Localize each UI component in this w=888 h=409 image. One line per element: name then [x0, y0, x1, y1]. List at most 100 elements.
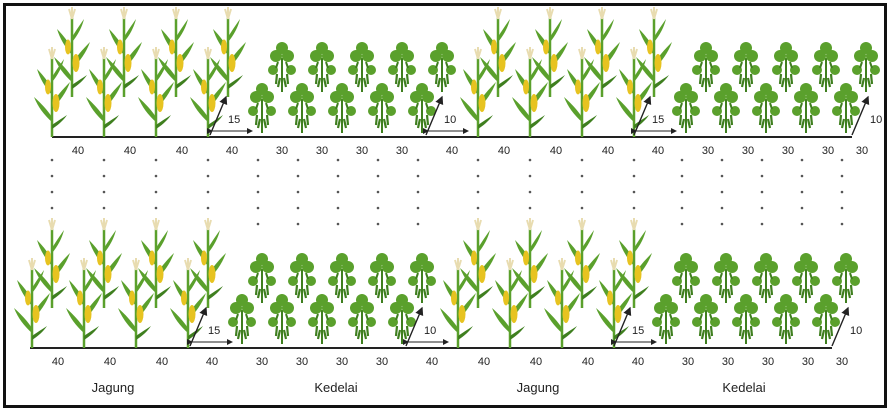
spacing-label: 40	[498, 145, 510, 157]
spacing-label: 30	[742, 145, 754, 157]
diagonal-spacing-label: 10	[850, 325, 862, 337]
spacing-label: 30	[702, 145, 714, 157]
guide-dot	[528, 158, 532, 162]
diagonal-spacing-label: 15	[652, 114, 664, 126]
section-label: Kedelai	[722, 380, 765, 395]
diagonal-spacing-label: 15	[208, 325, 220, 337]
spacing-label: 30	[836, 356, 848, 368]
corn-plant-icon	[136, 216, 176, 310]
spacing-label: 40	[632, 356, 644, 368]
guide-dot	[800, 174, 804, 178]
guide-dot	[376, 190, 380, 194]
spacing-label: 40	[652, 145, 664, 157]
guide-dot	[256, 222, 260, 226]
guide-dot	[50, 190, 54, 194]
diagonal-arrow-icon	[613, 306, 632, 347]
guide-dot	[720, 174, 724, 178]
corn-plant-icon	[52, 5, 92, 99]
guide-dot	[632, 206, 636, 210]
guide-dot	[154, 158, 158, 162]
soybean-plant-icon	[730, 292, 762, 346]
spacing-label: 40	[156, 356, 168, 368]
spacing-label: 40	[478, 356, 490, 368]
spacing-label: 30	[296, 356, 308, 368]
top-planting-row: 40 40 40 40 30 30 30 30 40 40 40 40 40 30 30 30 30 30 15 10…	[32, 5, 882, 157]
guide-dot	[840, 174, 844, 178]
diagonal-spacing-label: 10	[424, 325, 436, 337]
guide-dot	[336, 158, 340, 162]
spacing-label: 30	[822, 145, 834, 157]
guide-dot	[680, 222, 684, 226]
diagonal-spacing-label: 10	[870, 114, 882, 126]
corn-plant-icon	[116, 256, 156, 350]
corn-plant-icon	[562, 216, 602, 310]
corn-plant-icon	[458, 216, 498, 310]
corn-plant-icon	[188, 45, 228, 139]
section-labels: Jagung Kedelai Jagung Kedelai	[92, 380, 766, 395]
section-label: Jagung	[517, 380, 560, 395]
corn-plant-icon	[614, 45, 654, 139]
guide-dot	[476, 158, 480, 162]
soybean-plant-icon	[386, 292, 418, 346]
corn-plant-icon	[208, 5, 248, 99]
diagonal-arrow-icon	[633, 95, 652, 136]
guide-dot	[760, 190, 764, 194]
guide-dot	[416, 206, 420, 210]
soybean-plant-icon	[286, 251, 318, 305]
corn-plant-icon	[32, 45, 72, 139]
soybean-plant-icon	[710, 81, 742, 135]
soybean-plant-icon	[326, 81, 358, 135]
guide-dot	[760, 206, 764, 210]
guide-dot	[680, 174, 684, 178]
guide-dot	[256, 174, 260, 178]
spacing-label: 30	[856, 145, 868, 157]
soybean-plant-icon	[750, 81, 782, 135]
spacing-label: 40	[530, 356, 542, 368]
guide-dot	[50, 206, 54, 210]
spacing-label: 30	[802, 356, 814, 368]
guide-dot	[760, 158, 764, 162]
section-label: Jagung	[92, 380, 135, 395]
guide-dot	[296, 190, 300, 194]
guide-dot	[800, 190, 804, 194]
guide-dot	[800, 222, 804, 226]
corn-plant-icon	[168, 256, 208, 350]
guide-dot	[376, 206, 380, 210]
guide-dot	[580, 206, 584, 210]
guide-dot	[416, 174, 420, 178]
corn-plant-icon	[594, 256, 634, 350]
guide-dot	[376, 174, 380, 178]
diagonal-arrow-icon	[831, 306, 850, 347]
spacing-label: 30	[396, 145, 408, 157]
guide-dot	[50, 174, 54, 178]
spacing-label: 30	[376, 356, 388, 368]
guide-dot	[206, 206, 210, 210]
soybean-plant-icon	[810, 40, 842, 94]
corn-plant-icon	[634, 5, 674, 99]
guide-dot	[102, 158, 106, 162]
guide-dot	[102, 206, 106, 210]
soybean-plant-icon	[710, 251, 742, 305]
spacing-label: 40	[550, 145, 562, 157]
guide-dot	[206, 190, 210, 194]
corn-plant-icon	[12, 256, 52, 350]
guide-dot	[296, 222, 300, 226]
soybean-plant-icon	[850, 40, 882, 94]
corn-plant-icon	[582, 5, 622, 99]
guide-dot	[580, 158, 584, 162]
corn-plant-icon	[84, 216, 124, 310]
guide-dot	[336, 206, 340, 210]
soybean-plant-icon	[286, 81, 318, 135]
guide-dot	[720, 206, 724, 210]
soybean-plant-icon	[246, 251, 278, 305]
spacing-label: 40	[582, 356, 594, 368]
guide-dot	[528, 190, 532, 194]
corn-plant-icon	[530, 5, 570, 99]
guide-dot	[154, 206, 158, 210]
guide-dot	[50, 158, 54, 162]
diagonal-arrow-icon	[209, 95, 228, 136]
soybean-plant-icon	[366, 81, 398, 135]
soybean-plant-icon	[226, 292, 258, 346]
soybean-plant-icon	[426, 40, 458, 94]
